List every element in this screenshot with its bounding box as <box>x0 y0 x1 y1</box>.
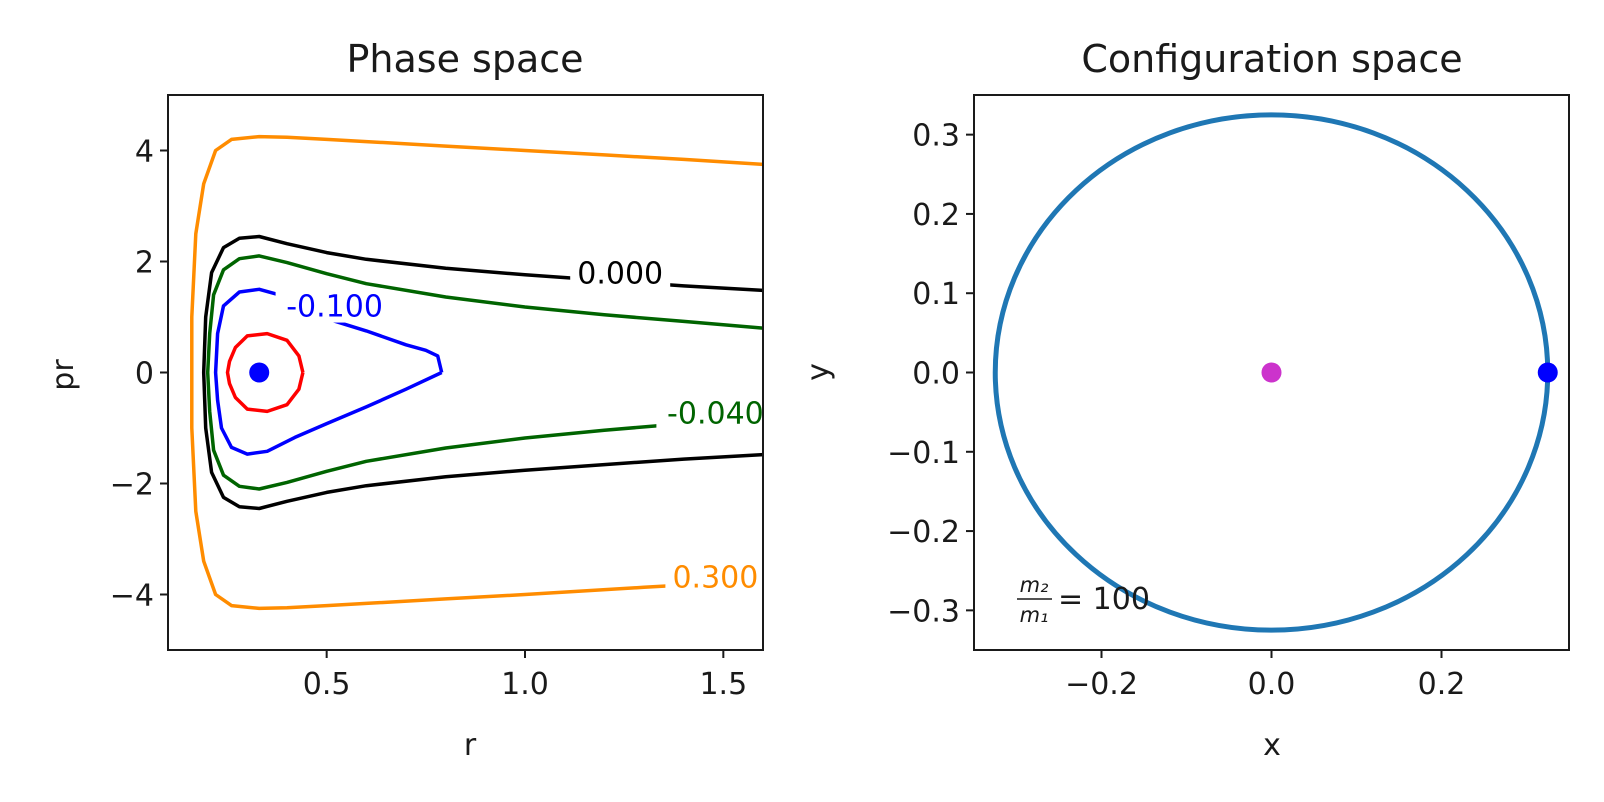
phase-space-panel: Phase space 0.300 0.000 -0.040 -0.100 0.5 1.… <box>46 37 775 763</box>
contour-label: -0.100 <box>286 290 383 325</box>
phase-x-tick-label: 1.0 <box>501 667 549 702</box>
contour-lines <box>190 134 763 611</box>
config-y-tick-label: 0.0 <box>912 357 960 392</box>
config-x-tick-label: −0.2 <box>1065 667 1138 702</box>
config-y-tick-label: 0.1 <box>912 277 960 312</box>
contour-label-background <box>665 561 766 594</box>
config-x-tick-label: 0.2 <box>1418 667 1466 702</box>
config-markers <box>1261 362 1558 383</box>
config-y-tick-label: 0.3 <box>912 119 960 154</box>
phase-x-axis-label: r <box>464 728 477 763</box>
contour-line <box>201 234 763 511</box>
contour-line <box>213 287 444 456</box>
config-y-tick-label: −0.2 <box>887 515 960 550</box>
config-y-tick-label: −0.3 <box>887 594 960 629</box>
contour-line <box>190 134 763 611</box>
phase-y-tick-label: 4 <box>135 135 154 170</box>
phase-y-axis-label: pr <box>46 359 81 391</box>
contour-label-background <box>656 397 775 430</box>
phase-y-tick-label: −2 <box>110 468 154 503</box>
phase-y-tick-label: −4 <box>110 579 154 614</box>
mass-ratio-denominator: m₁ <box>1020 603 1049 627</box>
orbiting-body-marker <box>1537 362 1558 383</box>
contour-labels: 0.300 0.000 -0.040 -0.100 <box>275 256 775 595</box>
mass-ratio-annotation: m₂ m₁ = 100 <box>1017 573 1150 627</box>
config-y-ticks: 0.3 0.2 0.1 0.0 −0.1 −0.2 −0.3 <box>887 119 974 629</box>
phase-markers <box>249 362 270 383</box>
phase-y-tick-label: 2 <box>135 246 154 281</box>
phase-y-ticks: 4 2 0 −2 −4 <box>110 135 168 614</box>
phase-space-title: Phase space <box>346 37 583 81</box>
contour-label-background <box>570 257 671 290</box>
contour-label: 0.000 <box>577 256 663 291</box>
phase-x-tick-label: 1.5 <box>699 667 747 702</box>
configuration-space-title: Configuration space <box>1081 37 1462 81</box>
mass-ratio-numerator: m₂ <box>1020 573 1049 597</box>
phase-point-marker <box>249 362 270 383</box>
phase-x-tick-label: 0.5 <box>303 667 351 702</box>
contour-line <box>225 331 305 414</box>
config-y-tick-label: −0.1 <box>887 436 960 471</box>
config-x-ticks: −0.2 0.0 0.2 <box>1065 650 1465 702</box>
configuration-space-panel: Configuration space −0.2 0.0 0.2 0.3 0.2 0.1… <box>801 37 1570 763</box>
config-y-axis-label: y <box>801 363 836 381</box>
contour-line <box>205 254 763 491</box>
config-x-tick-label: 0.0 <box>1248 667 1296 702</box>
contour-label: 0.300 <box>672 560 758 595</box>
phase-x-ticks: 0.5 1.0 1.5 <box>303 650 747 702</box>
central-mass-marker <box>1261 362 1282 383</box>
phase-y-tick-label: 0 <box>135 357 154 392</box>
mass-ratio-value: = 100 <box>1058 582 1150 617</box>
contour-label: -0.040 <box>667 397 764 432</box>
contour-label-background <box>275 290 394 323</box>
config-x-axis-label: x <box>1263 728 1281 763</box>
config-y-tick-label: 0.2 <box>912 198 960 233</box>
